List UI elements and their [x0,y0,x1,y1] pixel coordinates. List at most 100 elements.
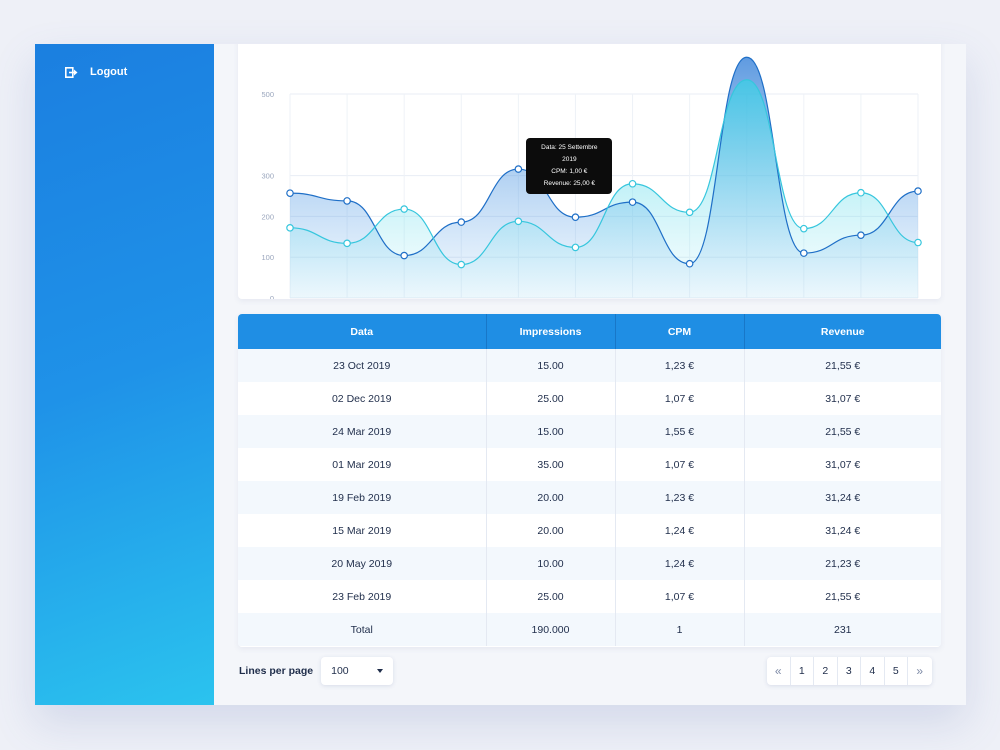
cell-impressions: 25.00 [486,382,616,415]
page-button-4[interactable]: 4 [861,657,885,685]
series-1-point [400,251,408,260]
cell-cpm: 1,23 € [615,481,745,514]
table-row: 19 Feb 2019 20.00 1,23 €31,24 € [238,481,941,514]
table-row: 24 Mar 2019 15.00 1,55 €21,55 € [238,415,941,448]
y-tick-label: 100 [261,253,274,262]
logout-icon [65,66,78,78]
lines-per-page: Lines per page 100 [239,657,394,685]
cell-date: 20 May 2019 [238,547,487,580]
table-row: 23 Oct 2019 15.00 1,23 €21,55 € [238,349,941,382]
cell-date: 01 Mar 2019 [238,448,487,481]
page-button-3[interactable]: 3 [838,657,861,685]
table-row: 15 Mar 2019 20.00 1,24 €31,24 € [238,514,941,547]
y-tick-label: 300 [261,172,274,181]
series-1-point [914,187,922,195]
cell-revenue: 21,55 € [744,349,941,382]
series-2-point [514,217,523,226]
cell-impressions: 190.000 [486,613,616,646]
cell-date: 19 Feb 2019 [238,481,487,514]
cell-impressions: 15.00 [486,415,616,448]
table-header-row: Data Impressions CPM Revenue [238,314,941,349]
cell-cpm: 1,55 € [615,415,745,448]
tooltip-cpm: CPM: 1,00 € [551,168,588,176]
y-tick-label: 200 [261,212,274,221]
cell-date: Total [238,613,487,646]
page-button-2[interactable]: 2 [814,657,838,685]
cell-date: 15 Mar 2019 [238,514,487,547]
series-2-point [571,243,580,252]
data-table-card: Data Impressions CPM Revenue 23 Oct 2019… [238,314,941,647]
cell-cpm: 1,24 € [615,514,745,547]
caret-down-icon [377,669,384,673]
column-header-impressions[interactable]: Impressions [486,314,616,349]
series-1-point [685,259,694,268]
cell-impressions: 35.00 [486,448,616,481]
series-1-point [628,198,637,206]
tooltip-revenue: Revenue: 25,00 € [543,180,596,188]
series-1-point [514,165,523,173]
pagination: « 1 2 3 4 5 » [767,657,932,685]
chart-tooltip: Data: 25 Settembre 2019 CPM: 1,00 € Reve… [526,138,613,195]
cell-impressions: 20.00 [486,514,616,547]
cell-cpm: 1,07 € [615,448,745,481]
cell-revenue: 31,07 € [744,448,941,481]
cell-impressions: 25.00 [486,580,616,613]
logout-button[interactable]: Logout [65,66,127,78]
page-button-1[interactable]: 1 [791,657,814,685]
series-2-point [457,260,466,269]
chart-card: 0100200300500JanFebMarAprMayJunJulAugSep… [238,44,941,299]
lines-per-page-label: Lines per page [239,665,314,677]
tooltip-date: Data: 25 Settembre [541,144,598,152]
series-2-point [628,179,637,188]
series-2-point [343,239,351,248]
series-2-point [857,188,865,197]
series-2-point [914,238,922,247]
data-table: Data Impressions CPM Revenue 23 Oct 2019… [238,314,941,646]
lines-per-page-select[interactable]: 100 [321,657,394,685]
cell-revenue: 31,24 € [744,481,941,514]
table-row: 02 Dec 2019 25.00 1,07 €31,07 € [238,382,941,415]
series-1-point [857,231,865,239]
cell-revenue: 21,23 € [744,547,941,580]
series-1-point [571,213,580,222]
table-row: 23 Feb 2019 25.00 1,07 €21,55 € [238,580,941,613]
series-2-point [400,205,408,213]
cell-revenue: 231 [744,613,941,646]
sidebar: Logout [35,44,214,705]
table-row: 01 Mar 2019 35.00 1,07 €31,07 € [238,448,941,481]
lines-per-page-value: 100 [331,665,349,677]
cell-revenue: 31,24 € [744,514,941,547]
page-button-5[interactable]: 5 [885,657,908,685]
last-page-button[interactable]: » [908,657,932,685]
cell-date: 23 Feb 2019 [238,580,487,613]
column-header-data[interactable]: Data [238,314,487,349]
cell-date: 02 Dec 2019 [238,382,487,415]
cell-revenue: 21,55 € [744,580,941,613]
tooltip-year: 2019 [562,156,577,164]
cell-date: 24 Mar 2019 [238,415,487,448]
y-tick-label: 0 [270,294,274,299]
cell-cpm: 1,24 € [615,547,745,580]
series-1-point [343,197,351,205]
table-row: 20 May 2019 10.00 1,24 €21,23 € [238,547,941,580]
cell-cpm: 1 [615,613,745,646]
column-header-revenue[interactable]: Revenue [744,314,941,349]
series-2-point [286,224,294,232]
series-2-point [800,224,808,233]
cell-cpm: 1,07 € [615,382,745,415]
logout-label: Logout [90,66,128,78]
main-content: 0100200300500JanFebMarAprMayJunJulAugSep… [214,44,966,705]
area-chart: 0100200300500JanFebMarAprMayJunJulAugSep… [261,56,922,299]
series-1-point [800,249,808,257]
double-chevron-left-icon: « [774,664,782,678]
column-header-cpm[interactable]: CPM [615,314,745,349]
series-1-point [457,218,466,226]
cell-cpm: 1,23 € [615,349,745,382]
first-page-button[interactable]: « [767,657,791,685]
cell-date: 23 Oct 2019 [238,349,487,382]
cell-impressions: 15.00 [486,349,616,382]
cell-impressions: 10.00 [486,547,616,580]
series-2-area [290,79,918,298]
double-chevron-right-icon: » [916,664,924,678]
cell-revenue: 21,55 € [744,415,941,448]
